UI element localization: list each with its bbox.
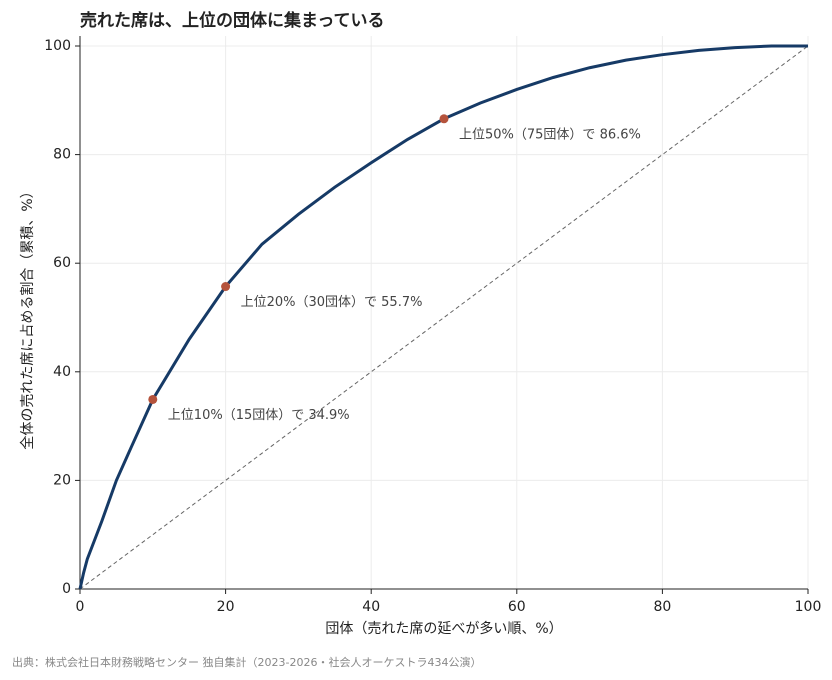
- highlight-point: [221, 282, 231, 292]
- highlight-point: [148, 394, 158, 404]
- y-tick-label: 20: [53, 472, 71, 488]
- chart-title: 売れた席は、上位の団体に集まっている: [80, 10, 384, 31]
- x-axis-label: 団体（売れた席の延べが多い順、%）: [325, 620, 562, 637]
- annotation: 上位10%（15団体）で 34.9%: [168, 408, 350, 423]
- y-tick-label: 60: [53, 255, 71, 271]
- x-tick-label: 0: [76, 599, 85, 615]
- annotation: 上位50%（75団体）で 86.6%: [459, 127, 641, 142]
- y-tick-label: 0: [62, 581, 71, 597]
- y-axis-label: 全体の売れた席に占める割合（累積、%）: [19, 184, 36, 449]
- curve-line: [78, 44, 808, 590]
- annotation: 上位20%（30団体）で 55.7%: [241, 295, 423, 310]
- y-tick-label: 40: [53, 364, 71, 380]
- x-tick-label: 60: [508, 599, 526, 615]
- source-note: 出典：株式会社日本財務戦略センター 独自集計（2023-2026・社会人オーケス…: [12, 655, 481, 669]
- x-tick-label: 20: [217, 599, 235, 615]
- y-tick-label: 80: [53, 147, 71, 163]
- reference-line: [79, 45, 809, 590]
- x-tick-label: 100: [795, 599, 822, 615]
- highlight-point: [439, 114, 449, 124]
- x-tick-label: 80: [653, 599, 671, 615]
- x-tick-label: 40: [362, 599, 380, 615]
- y-tick-label: 100: [44, 38, 71, 54]
